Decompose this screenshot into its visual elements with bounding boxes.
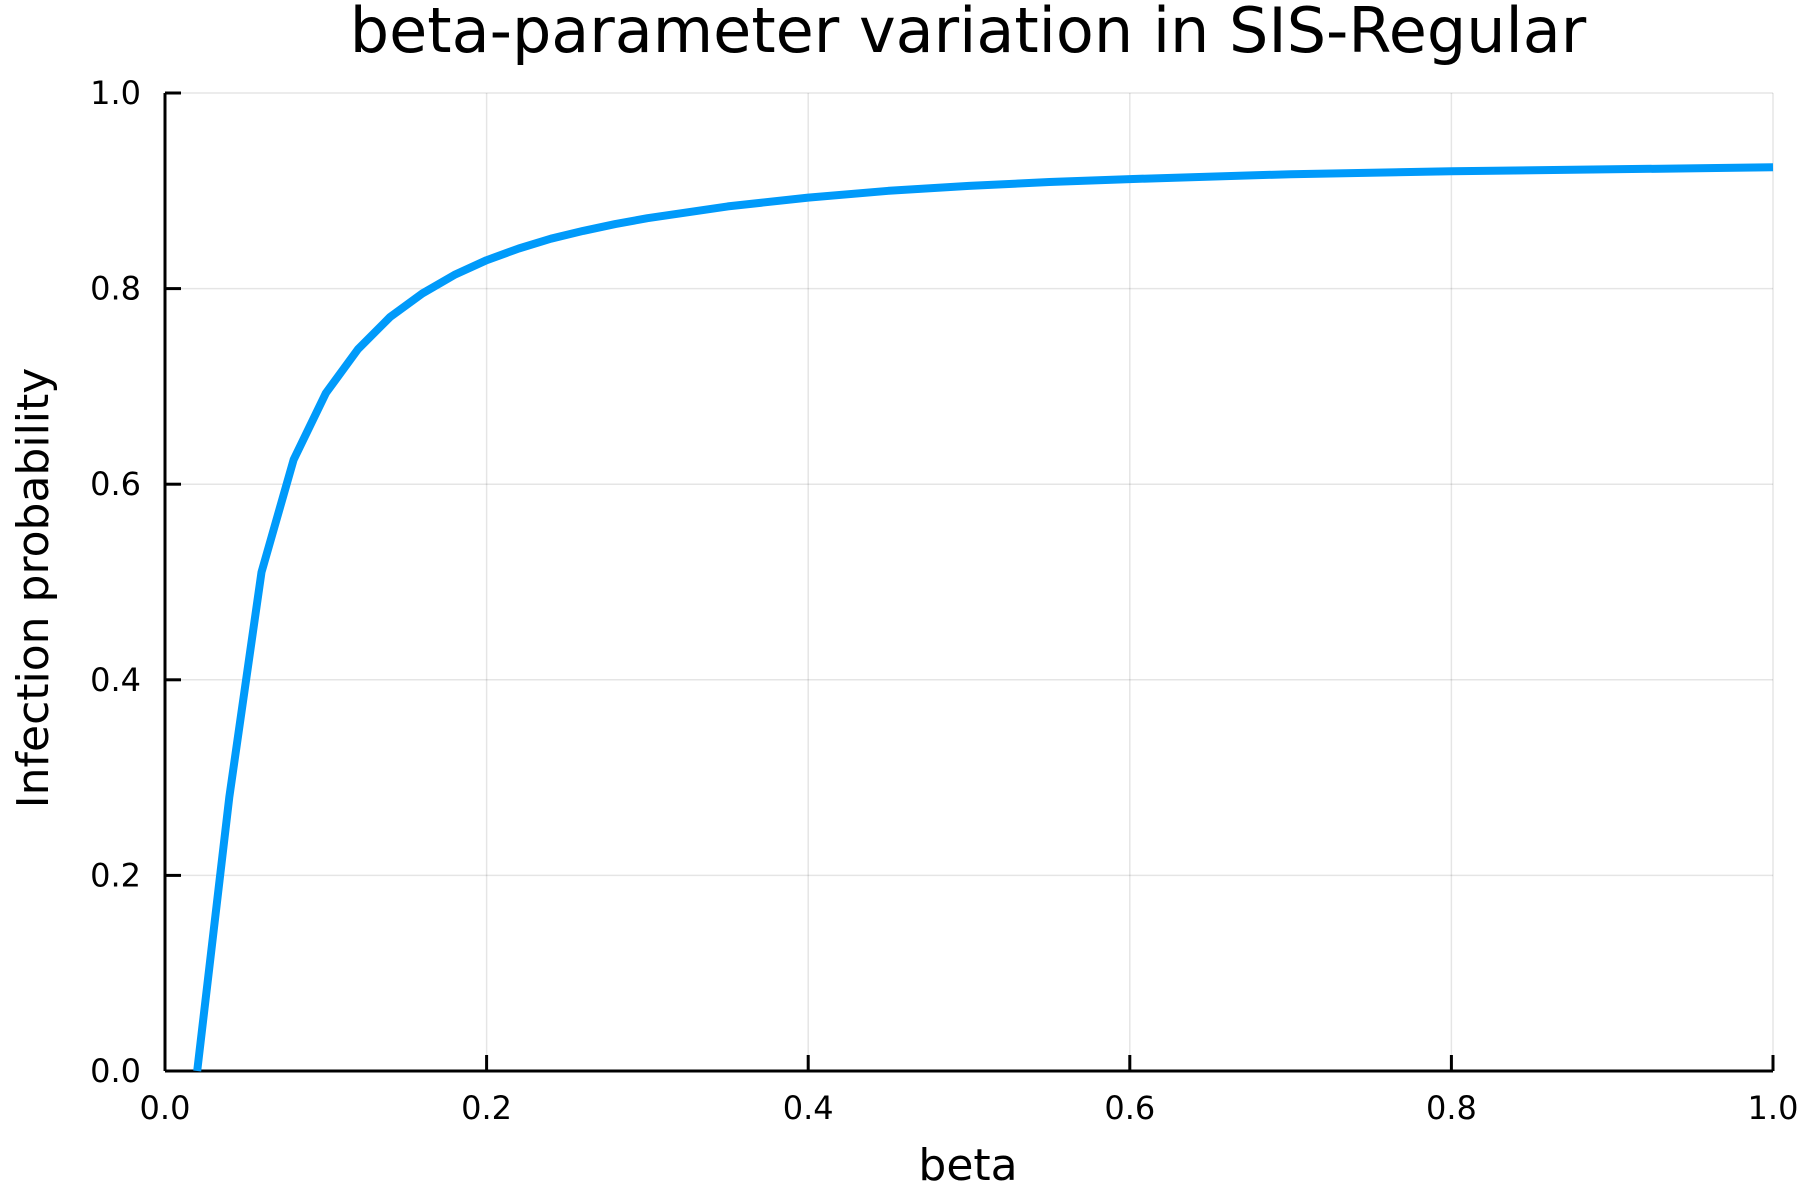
x-tick-label: 0.6 [1104,1089,1155,1127]
chart-title: beta-parameter variation in SIS-Regular [350,0,1587,67]
series-layer [193,163,1774,1072]
x-tick-label: 0.2 [461,1089,512,1127]
y-tick-label: 0.6 [90,465,141,503]
x-tick-label: 1.0 [1748,1089,1799,1127]
x-tick-label: 0.0 [140,1089,191,1127]
y-axis-label: Infection probability [8,368,59,809]
y-tick-label: 0.0 [90,1052,141,1090]
y-tick-label: 0.2 [90,856,141,894]
x-tick-label: 0.4 [783,1089,834,1127]
ticks: 0.0 0.2 0.4 0.6 0.8 1.0 0.0 0.2 0.4 0.6 0.8 1.0 [90,74,1798,1127]
x-tick-label: 0.8 [1426,1089,1477,1127]
series-line [193,163,1774,1072]
axes [163,93,1773,1073]
y-tick-label: 1.0 [90,74,141,112]
x-axis-label: beta [918,1140,1017,1191]
y-tick-label: 0.8 [90,270,141,308]
y-tick-label: 0.4 [90,661,141,699]
